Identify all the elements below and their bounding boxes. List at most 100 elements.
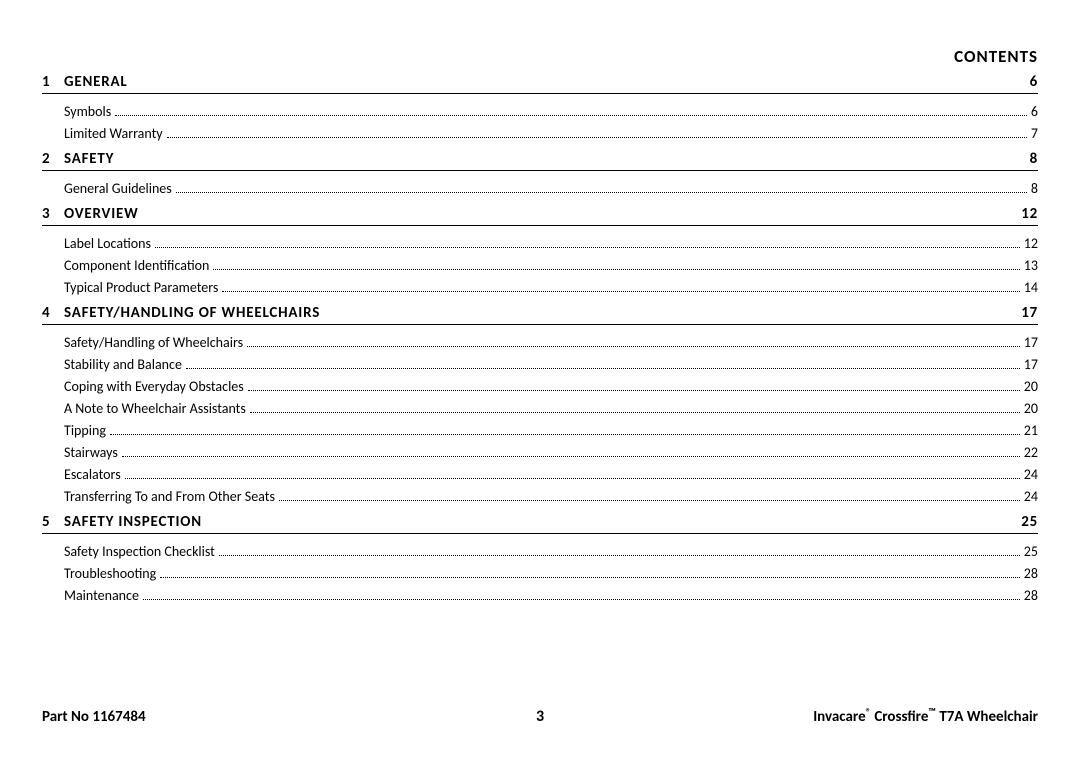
toc-item-page: 28 (1024, 563, 1038, 584)
toc-item-title: Label Locations (64, 233, 151, 254)
toc-section-items: Label Locations12Component Identificatio… (42, 226, 1038, 298)
toc-item-title: Stability and Balance (64, 354, 182, 375)
toc-item-page: 20 (1024, 398, 1038, 419)
toc-section: 1General6 (42, 71, 1038, 94)
toc-item: Symbols 6 (64, 101, 1038, 122)
toc-item: General Guidelines 8 (64, 178, 1038, 199)
toc-section-number: 4 (42, 304, 64, 322)
footer: Part No 1167484 3 Invacare® Crossfire™ T… (42, 705, 1038, 726)
toc-item-page: 24 (1024, 464, 1038, 485)
toc-item-title: Tipping (64, 420, 106, 441)
toc-leader-dots (155, 238, 1020, 248)
toc-section-number: 3 (42, 205, 64, 223)
toc-leader-dots (167, 128, 1027, 138)
toc-item-page: 6 (1031, 101, 1038, 122)
toc-item-title: Maintenance (64, 585, 139, 606)
toc-item: Escalators 24 (64, 464, 1038, 485)
toc-item: Typical Product Parameters 14 (64, 277, 1038, 298)
toc-section-title: Overview (64, 205, 1013, 223)
toc-section-page: 12 (1013, 205, 1038, 223)
toc-section-items: General Guidelines 8 (42, 171, 1038, 199)
toc-leader-dots (122, 447, 1020, 457)
toc-item: Maintenance 28 (64, 585, 1038, 606)
toc-section-title: General (64, 73, 1022, 91)
toc-item-page: 17 (1024, 332, 1038, 353)
toc-section-title: Safety/Handling of Wheelchairs (64, 304, 1013, 322)
toc: 1General6Symbols6Limited Warranty72Safet… (42, 71, 1038, 606)
toc-item: Limited Warranty 7 (64, 123, 1038, 144)
toc-item-title: General Guidelines (64, 178, 172, 199)
toc-item-title: Troubleshooting (64, 563, 156, 584)
toc-section: 4Safety/Handling of Wheelchairs17 (42, 302, 1038, 325)
toc-section-page: 17 (1013, 304, 1038, 322)
toc-leader-dots (186, 359, 1020, 369)
toc-item-page: 28 (1024, 585, 1038, 606)
toc-section: 5Safety Inspection25 (42, 511, 1038, 534)
toc-leader-dots (125, 469, 1020, 479)
toc-item: Component Identification 13 (64, 255, 1038, 276)
toc-item-page: 20 (1024, 376, 1038, 397)
footer-page-number: 3 (536, 707, 544, 726)
toc-item-page: 17 (1024, 354, 1038, 375)
toc-item: Coping with Everyday Obstacles 20 (64, 376, 1038, 397)
toc-section-title: Safety (64, 150, 1022, 168)
toc-item-page: 25 (1024, 541, 1038, 562)
toc-item-page: 8 (1031, 178, 1038, 199)
toc-item: Troubleshooting 28 (64, 563, 1038, 584)
toc-section-number: 1 (42, 73, 64, 91)
toc-item-title: Escalators (64, 464, 121, 485)
toc-section-page: 8 (1022, 150, 1038, 168)
footer-product: Invacare® Crossfire™ T7A Wheelchair (544, 705, 1038, 726)
toc-section: 3Overview12 (42, 203, 1038, 226)
page: CONTENTS 1General6Symbols6Limited Warran… (0, 0, 1080, 762)
toc-item-title: A Note to Wheelchair Assistants (64, 398, 246, 419)
toc-leader-dots (143, 590, 1020, 600)
toc-section-items: Symbols 6 Limited Warranty 7 (42, 94, 1038, 144)
toc-leader-dots (248, 381, 1020, 391)
toc-item-title: Component Identification (64, 255, 209, 276)
toc-item-page: 21 (1024, 420, 1038, 441)
toc-leader-dots (250, 403, 1020, 413)
toc-item-title: Typical Product Parameters (64, 277, 218, 298)
toc-item-page: 13 (1024, 255, 1038, 276)
toc-item-title: Symbols (64, 101, 111, 122)
toc-leader-dots (247, 337, 1020, 347)
toc-leader-dots (213, 260, 1019, 270)
toc-leader-dots (279, 491, 1020, 501)
toc-section: 2Safety8 (42, 148, 1038, 171)
toc-section-items: Safety Inspection Checklist25Troubleshoo… (42, 534, 1038, 606)
toc-item: Stairways 22 (64, 442, 1038, 463)
toc-item-page: 14 (1024, 277, 1038, 298)
toc-leader-dots (115, 106, 1027, 116)
toc-item-page: 7 (1031, 123, 1038, 144)
toc-leader-dots (160, 568, 1020, 578)
footer-part-no: Part No 1167484 (42, 708, 536, 726)
toc-item-title: Safety/Handling of Wheelchairs (64, 332, 243, 353)
toc-item: Stability and Balance 17 (64, 354, 1038, 375)
toc-item-title: Stairways (64, 442, 118, 463)
toc-section-title: Safety Inspection (64, 513, 1013, 531)
toc-section-number: 5 (42, 513, 64, 531)
toc-section-page: 6 (1022, 73, 1038, 91)
toc-leader-dots (219, 546, 1020, 556)
toc-section-number: 2 (42, 150, 64, 168)
toc-item: A Note to Wheelchair Assistants 20 (64, 398, 1038, 419)
contents-header: CONTENTS (42, 46, 1038, 67)
toc-item-title: Coping with Everyday Obstacles (64, 376, 244, 397)
toc-section-items: Safety/Handling of Wheelchairs17Stabilit… (42, 325, 1038, 507)
toc-leader-dots (176, 183, 1027, 193)
toc-item: Tipping 21 (64, 420, 1038, 441)
toc-item: Label Locations 12 (64, 233, 1038, 254)
toc-item: Safety Inspection Checklist 25 (64, 541, 1038, 562)
toc-item-page: 12 (1024, 233, 1038, 254)
toc-leader-dots (222, 282, 1019, 292)
toc-item-title: Limited Warranty (64, 123, 163, 144)
toc-item-title: Safety Inspection Checklist (64, 541, 215, 562)
toc-leader-dots (110, 425, 1020, 435)
toc-section-page: 25 (1013, 513, 1038, 531)
toc-item: Transferring To and From Other Seats 24 (64, 486, 1038, 507)
toc-item-title: Transferring To and From Other Seats (64, 486, 275, 507)
toc-item-page: 22 (1024, 442, 1038, 463)
toc-item-page: 24 (1024, 486, 1038, 507)
toc-item: Safety/Handling of Wheelchairs 17 (64, 332, 1038, 353)
